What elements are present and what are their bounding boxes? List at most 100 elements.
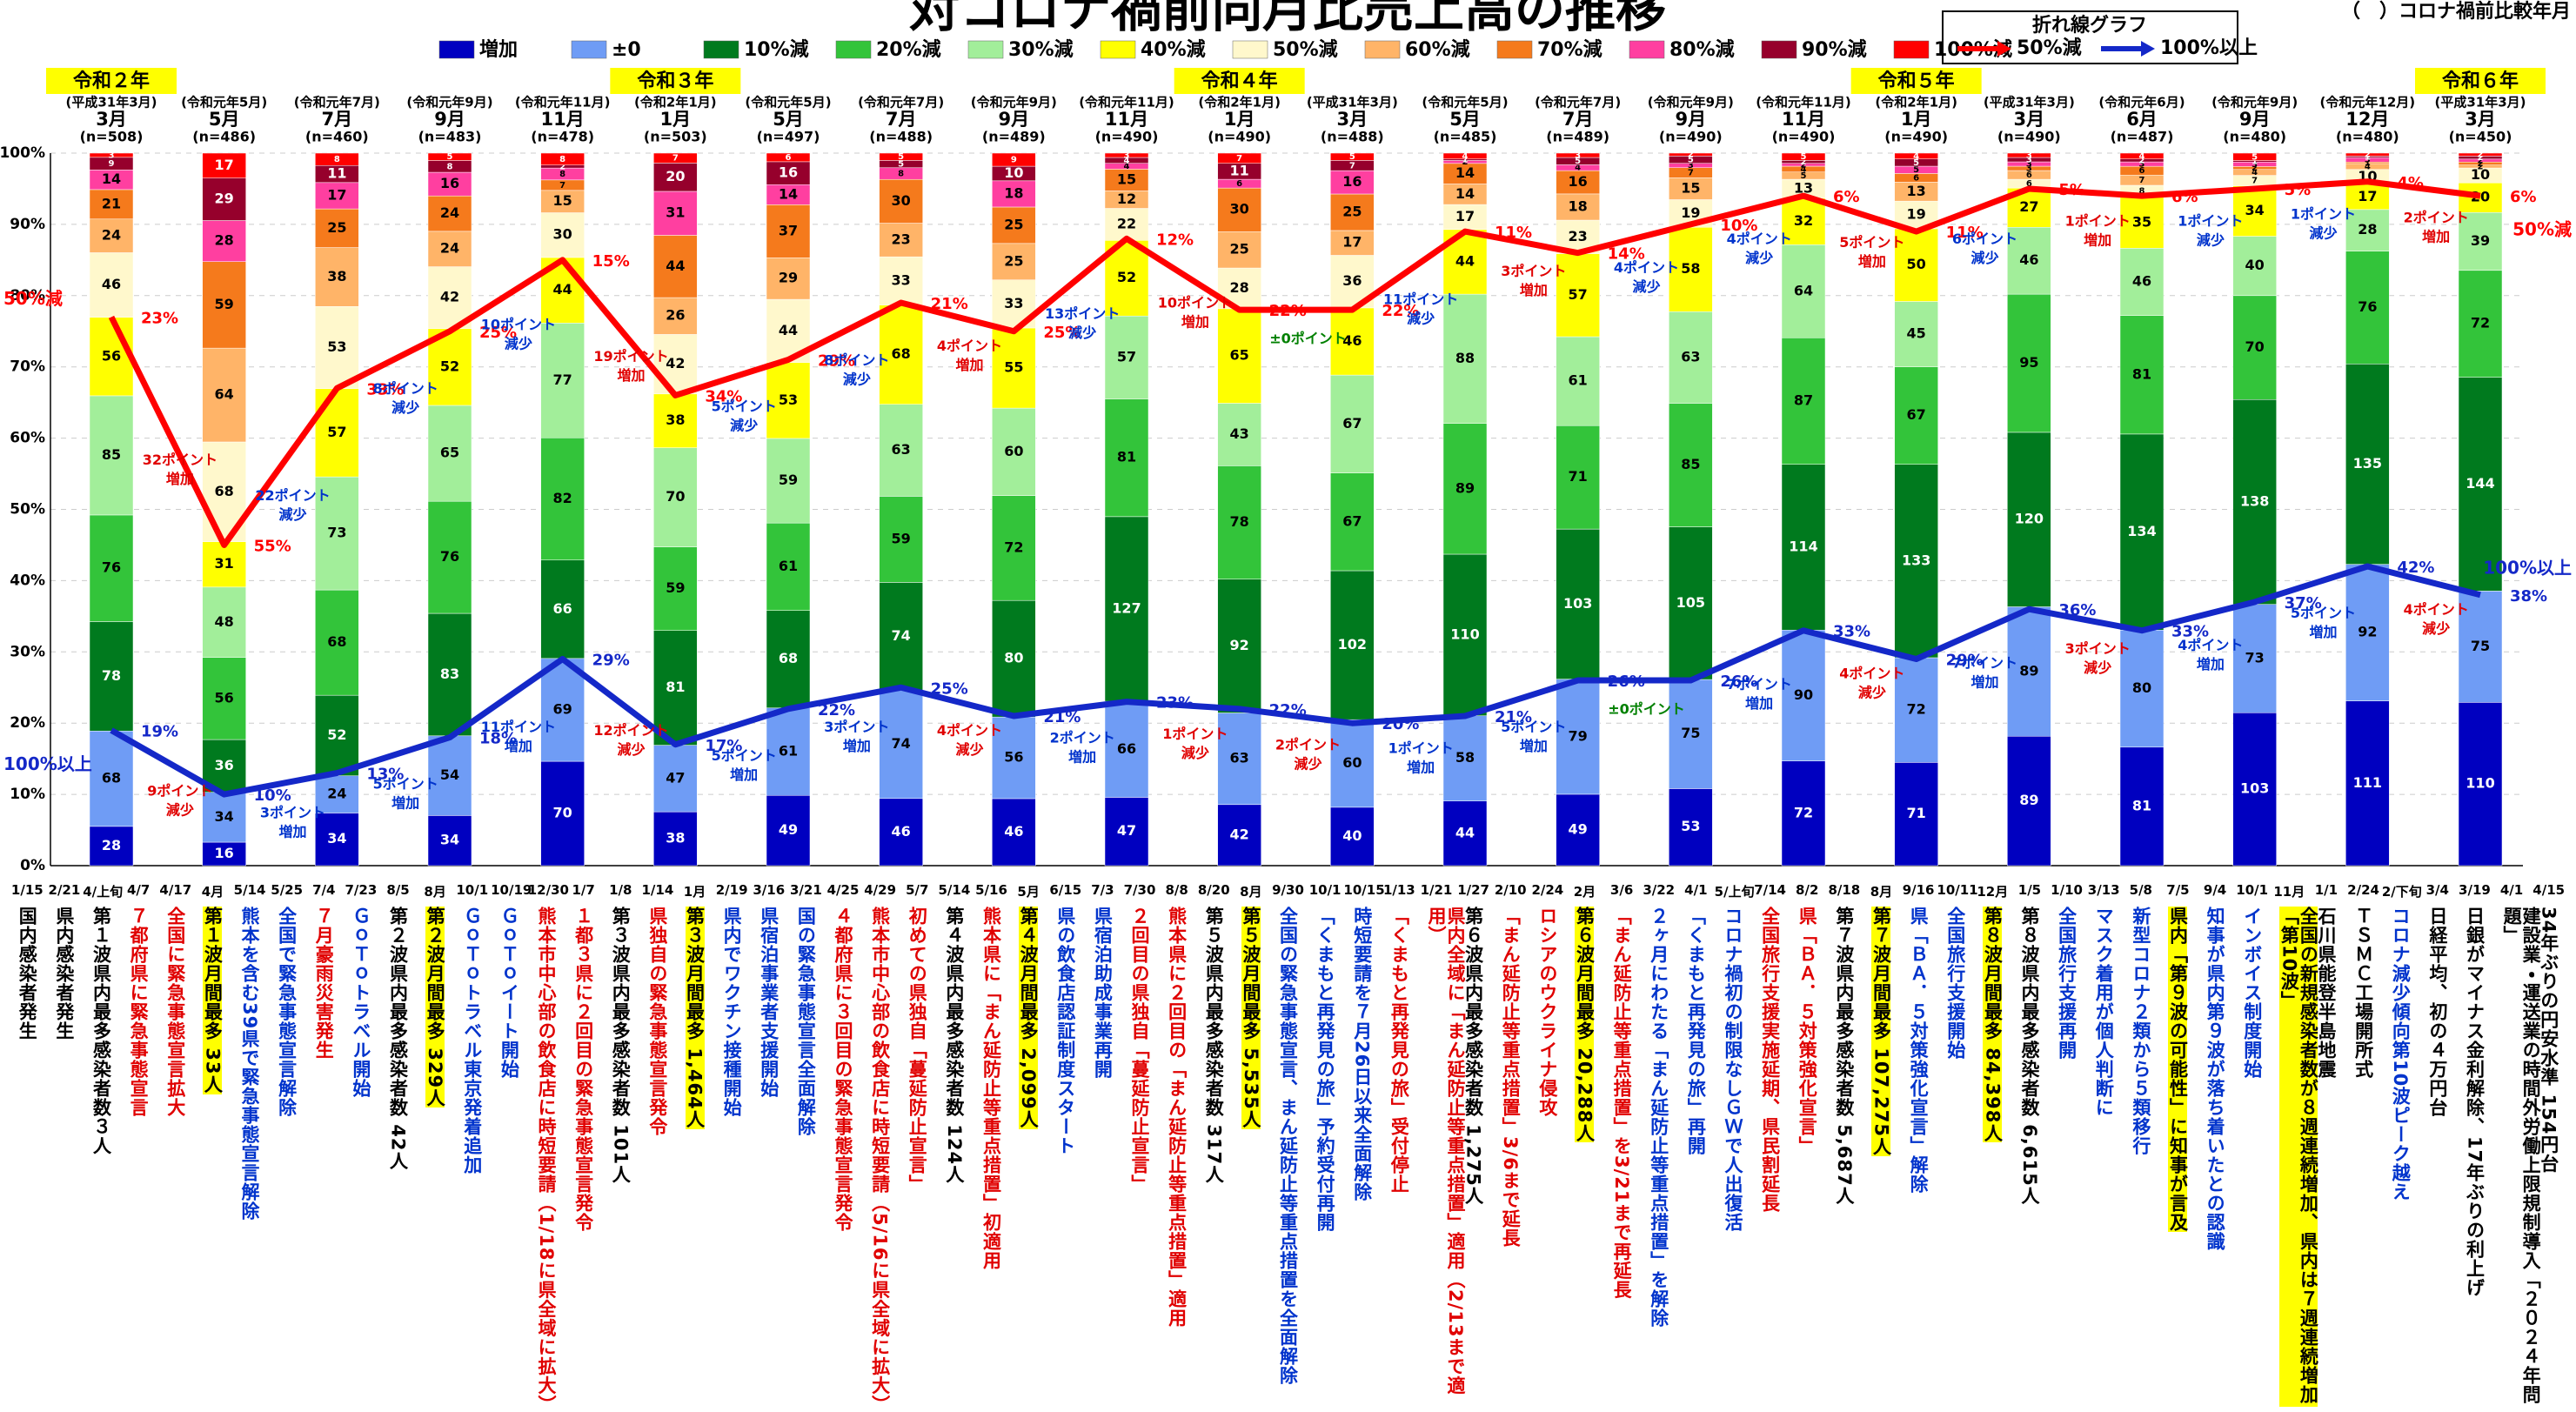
line-value-label: 22%	[818, 701, 855, 719]
sample-label: (n=490)	[1772, 129, 1836, 145]
event-text: 「まん延防止等重点措置」3/6まで延長	[1500, 907, 1522, 1248]
segment-label: 42	[440, 289, 459, 305]
segment-label: 3	[2026, 160, 2032, 170]
segment-label: 85	[1681, 456, 1700, 472]
comparison-label: (令和2年1月)	[634, 95, 717, 110]
sample-label: (n=490)	[1884, 129, 1948, 145]
bar-segment	[1104, 516, 1149, 702]
event-text: 県内全域に「まん延防止等重点措置」適用（2/13まで適用）	[1425, 907, 1466, 1395]
event-text: マスク着用が個人判断に	[2093, 907, 2115, 1117]
comparison-label: (令和元年6月)	[2098, 95, 2185, 110]
change-label: 増加	[617, 367, 645, 384]
segment-label: 81	[666, 679, 685, 695]
sample-label: (n=483)	[418, 129, 482, 145]
event-date: 5月	[1017, 884, 1040, 900]
segment-label: 14	[102, 171, 121, 187]
bar-segment	[2458, 182, 2503, 213]
legend-swatch	[1761, 40, 1797, 59]
bar-segment	[2119, 248, 2165, 316]
event-date: 5/16	[975, 882, 1007, 898]
segment-label: 65	[1230, 347, 1249, 364]
segment-label: 68	[215, 483, 234, 499]
event-date: 2/19	[715, 882, 748, 898]
change-label: 増加	[391, 795, 419, 812]
bar-segment	[315, 247, 359, 307]
bar-segment	[1781, 197, 1826, 245]
segment-label: 18	[1569, 197, 1588, 214]
bar-segment	[2119, 197, 2165, 249]
bar-segment	[766, 152, 811, 163]
event-date: 6/15	[1049, 882, 1082, 898]
event-date: 2/21	[48, 882, 81, 898]
segment-label: 114	[1789, 538, 1817, 554]
line-value-label: 14%	[1608, 245, 1645, 264]
bar-segment	[879, 582, 923, 691]
line-value-label: 17%	[705, 737, 742, 755]
segment-label: 3	[2026, 156, 2032, 165]
segment-label: 59	[892, 530, 911, 546]
segment-label: 46	[1004, 823, 1023, 840]
x-tick-label: 3月	[2014, 109, 2045, 130]
segment-label: 71	[1907, 805, 1926, 821]
bar-segment	[1330, 307, 1375, 376]
event-date: 1月	[683, 884, 706, 900]
segment-label: 34	[2245, 202, 2265, 218]
period-label: 令和４年	[1201, 70, 1278, 92]
line-value-label: 42%	[2397, 559, 2434, 577]
event-text: 「くまもと再発見の旅」受付停止	[1388, 907, 1410, 1194]
segment-label: 25	[1342, 203, 1362, 219]
line-value-label: 29%	[818, 352, 855, 371]
segment-label: 82	[553, 490, 572, 506]
bar-segment	[653, 811, 698, 867]
bar-segment	[315, 208, 359, 248]
line-value-label: 19%	[141, 722, 178, 740]
y-tick-label: 90%	[10, 216, 45, 233]
event-text: 県内「第９波の可能性」に知事が言及	[2167, 907, 2189, 1232]
segment-label: 2	[559, 162, 565, 171]
line-value-label: 22%	[1269, 701, 1307, 719]
event-text: 国内感染者発生	[17, 907, 38, 1041]
legend-label: 30%減	[1008, 39, 1074, 61]
line-value-label: 22%	[1382, 302, 1419, 320]
segment-label: 2	[2365, 151, 2371, 160]
segment-label: 65	[440, 445, 459, 461]
legend-label: 70%減	[1537, 39, 1602, 61]
change-label: 減少	[955, 741, 983, 758]
legend-swatch	[1629, 40, 1665, 59]
change-label: 減少	[166, 802, 194, 819]
segment-label: 21	[102, 195, 121, 211]
event-text: 全国旅行支援開始	[1944, 907, 1966, 1060]
comparison-label: (平成31年3月)	[65, 95, 157, 110]
bar-segment	[653, 334, 698, 395]
segment-label: 6	[2139, 166, 2145, 176]
event-date: 10/15	[1343, 882, 1385, 898]
bar-segment	[879, 404, 923, 497]
segment-label: 3	[2026, 164, 2032, 174]
segment-label: 33	[1004, 295, 1023, 311]
bar-segment	[2345, 209, 2390, 251]
bar-segment	[1781, 338, 1826, 465]
line-value-label: 13%	[366, 766, 404, 784]
event-text: 熊本県に「まん延防止等重点措置」初適用	[980, 907, 1002, 1270]
line-value-label: 34%	[705, 387, 742, 405]
bar-segment	[540, 152, 585, 165]
bar-segment	[992, 798, 1036, 867]
change-label: 減少	[1407, 311, 1435, 327]
segment-label: 59	[666, 579, 685, 596]
bar-segment	[1330, 570, 1375, 720]
segment-label: 50	[1907, 256, 1926, 272]
bar-segment	[766, 204, 811, 258]
bar-segment	[202, 841, 246, 867]
event-date: 7/14	[1754, 882, 1786, 898]
legend-swatch	[1364, 40, 1401, 59]
line	[110, 563, 2481, 798]
bar-segment	[1217, 713, 1261, 806]
segment-label: 78	[102, 667, 121, 684]
change-label: 8ポイント	[824, 351, 889, 368]
bar-segment	[2232, 185, 2277, 237]
bar-segment	[1442, 204, 1488, 231]
comparison-label: (令和元年11月)	[515, 95, 611, 110]
bar-segment	[653, 546, 698, 631]
segment-label: 80	[2132, 679, 2151, 696]
segment-label: 5	[1575, 157, 1581, 166]
